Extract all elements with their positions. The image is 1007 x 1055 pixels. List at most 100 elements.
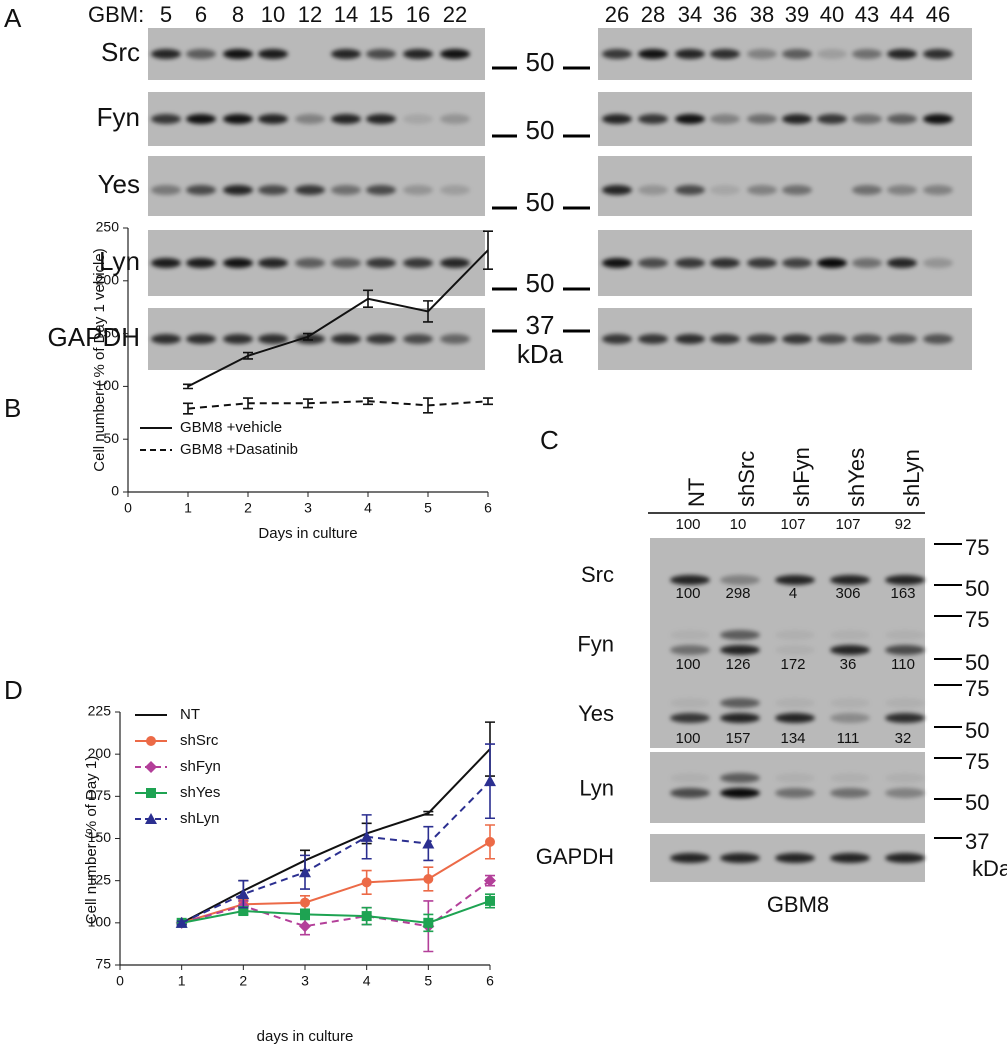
marker [361, 877, 372, 888]
lane-label: 38 [750, 2, 774, 27]
x-tick-label: 3 [304, 500, 312, 516]
x-tick-label: 5 [424, 500, 432, 516]
marker [484, 775, 496, 787]
x-tick-label: 1 [178, 973, 186, 989]
band [747, 49, 777, 59]
error-bar [483, 397, 493, 406]
marker-label: 50 [965, 718, 989, 743]
band [295, 185, 325, 195]
y-axis-label: Cell number (% of Day 1) [83, 756, 100, 924]
quant-label: 157 [725, 730, 750, 747]
band [602, 334, 632, 344]
y-tick-label: 200 [96, 272, 120, 288]
x-tick-label: 3 [301, 973, 309, 989]
marker [299, 920, 311, 933]
band [747, 258, 777, 268]
band [223, 185, 253, 195]
series-line [181, 841, 491, 924]
band [403, 49, 433, 59]
band [720, 788, 760, 798]
band [440, 334, 470, 344]
marker-label: 75 [965, 749, 989, 774]
y-tick-label: 75 [95, 956, 111, 972]
row-label: Src [101, 37, 140, 67]
error-bar [183, 383, 193, 390]
marker [146, 736, 156, 746]
marker [175, 916, 188, 928]
band [670, 853, 710, 863]
legend-label: NT [180, 706, 200, 723]
band [403, 185, 433, 195]
x-tick-label: 6 [486, 973, 494, 989]
band [670, 630, 710, 640]
band [817, 258, 847, 268]
band [885, 575, 925, 585]
band [775, 773, 815, 783]
band [775, 575, 815, 585]
band [782, 334, 812, 344]
x-tick-label: 2 [244, 500, 252, 516]
band [817, 114, 847, 124]
y-tick-label: 225 [88, 703, 112, 719]
band [258, 114, 288, 124]
row-label: Lyn [579, 775, 614, 800]
band [923, 185, 953, 195]
band [223, 114, 253, 124]
band [366, 258, 396, 268]
lane-label: 5 [160, 2, 172, 27]
row-label: Yes [578, 701, 614, 726]
marker [422, 837, 435, 849]
quant-label: 10 [730, 516, 747, 533]
error-bar [483, 230, 493, 270]
marker [145, 813, 157, 824]
y-tick-label: 150 [88, 829, 112, 845]
band [403, 114, 433, 124]
band [295, 114, 325, 124]
band [670, 698, 710, 708]
blot [650, 678, 925, 748]
marker [238, 906, 249, 917]
band [675, 114, 705, 124]
y-tick-label: 150 [96, 324, 120, 340]
band [602, 258, 632, 268]
lane-label: 14 [334, 2, 358, 27]
band [775, 630, 815, 640]
band [675, 185, 705, 195]
series-line [187, 249, 489, 388]
quant-label: 100 [675, 516, 700, 533]
lane-label: 28 [641, 2, 665, 27]
marker [423, 917, 434, 928]
band [852, 185, 882, 195]
band [775, 698, 815, 708]
error-bar [423, 810, 434, 816]
band [710, 185, 740, 195]
quant-label: 110 [891, 656, 915, 673]
marker [145, 761, 157, 773]
lane-label: 10 [261, 2, 285, 27]
series-line [181, 879, 491, 928]
marker [300, 897, 310, 908]
band [331, 49, 361, 59]
quant-label: 4 [789, 585, 797, 602]
lane-label: 40 [820, 2, 844, 27]
band [923, 114, 953, 124]
band [720, 853, 760, 863]
x-tick-label: 4 [364, 500, 372, 516]
panel-label: C [540, 425, 559, 455]
band [885, 773, 925, 783]
marker-label: 50 [526, 115, 555, 145]
y-tick-label: 200 [88, 745, 112, 761]
lane-label: 22 [443, 2, 467, 27]
marker-label: 50 [526, 268, 555, 298]
x-tick-label: 0 [116, 973, 124, 989]
unit-label: kDa [517, 339, 564, 369]
marker [299, 866, 311, 878]
band [638, 49, 668, 59]
band [887, 258, 917, 268]
panel-label: D [4, 675, 23, 705]
error-bar [423, 300, 433, 323]
band [782, 114, 812, 124]
error-bar [243, 397, 253, 410]
band [923, 258, 953, 268]
